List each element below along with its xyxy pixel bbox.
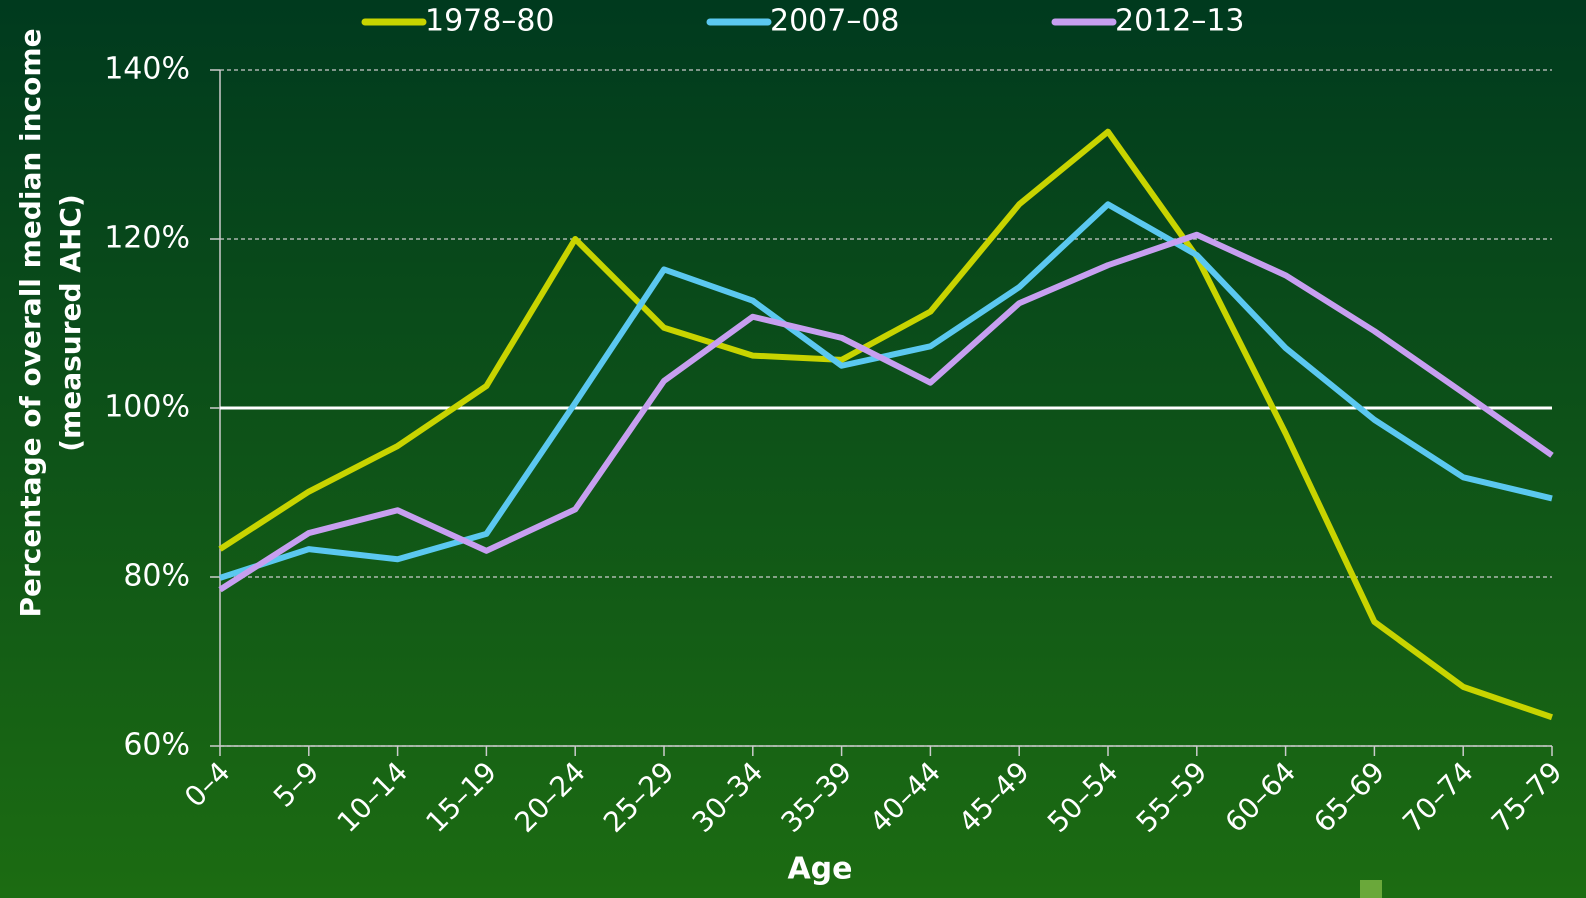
series-line xyxy=(218,231,1554,593)
y-tick-label: 100% xyxy=(104,390,190,425)
y-axis-label: Percentage of overall median income xyxy=(14,28,47,617)
y-tick-label: 120% xyxy=(104,221,190,256)
y-tick-label: 80% xyxy=(123,559,190,594)
y-tick-label: 60% xyxy=(123,728,190,763)
legend-label: 2012–13 xyxy=(1115,4,1245,39)
x-axis-label: Age xyxy=(787,852,852,887)
legend-label: 2007–08 xyxy=(770,4,900,39)
y-tick-label: 140% xyxy=(104,52,190,87)
y-axis-label: (measured AHC) xyxy=(54,194,87,452)
decoration xyxy=(1360,880,1382,898)
legend-label: 1978–80 xyxy=(425,4,555,39)
series-line xyxy=(219,201,1553,581)
series-line xyxy=(218,128,1553,721)
